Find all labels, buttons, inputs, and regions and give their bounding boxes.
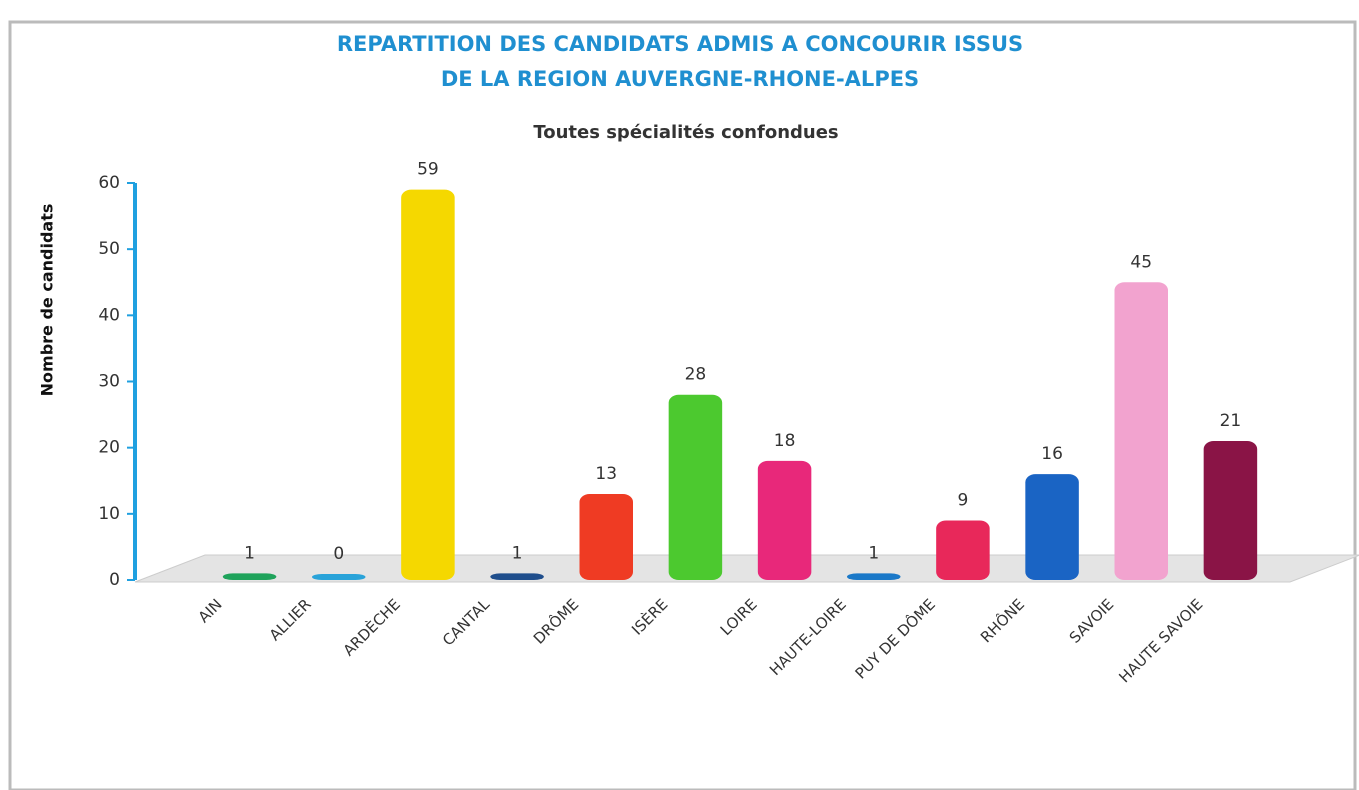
data-label: 1 xyxy=(512,543,523,563)
y-tick-label: 0 xyxy=(109,570,120,590)
data-label: 18 xyxy=(774,431,796,451)
bar xyxy=(757,460,812,580)
data-label: 16 xyxy=(1041,444,1063,464)
data-label: 9 xyxy=(958,490,969,510)
bar xyxy=(1114,282,1168,580)
bar xyxy=(1203,441,1258,580)
data-label: 0 xyxy=(333,544,344,564)
y-tick-label: 40 xyxy=(98,305,120,325)
y-tick-label: 30 xyxy=(98,372,120,392)
y-tick-label: 60 xyxy=(98,173,120,193)
y-tick-label: 10 xyxy=(98,504,120,524)
bar xyxy=(401,189,455,580)
data-label: 45 xyxy=(1130,252,1152,272)
chart-title: REPARTITION DES CANDIDATS ADMIS A CONCOU… xyxy=(337,32,1023,56)
bar xyxy=(1025,474,1079,580)
chart-title: DE LA REGION AUVERGNE-RHONE-ALPES xyxy=(441,67,919,91)
bar xyxy=(490,573,544,580)
y-tick-label: 20 xyxy=(98,438,120,458)
data-label: 1 xyxy=(868,543,879,563)
bar xyxy=(579,493,633,580)
data-label: 21 xyxy=(1220,411,1242,431)
y-tick-label: 50 xyxy=(98,239,120,259)
y-axis-label: Nombre de candidats xyxy=(38,204,57,397)
data-label: 13 xyxy=(595,464,617,484)
bar xyxy=(312,574,366,580)
bar xyxy=(936,520,990,580)
bar xyxy=(668,394,723,580)
data-label: 59 xyxy=(417,160,439,180)
bar xyxy=(222,573,277,580)
data-label: 1 xyxy=(244,543,255,563)
data-label: 28 xyxy=(685,365,707,385)
bar xyxy=(847,573,901,580)
chart-subtitle: Toutes spécialités confondues xyxy=(533,122,838,143)
